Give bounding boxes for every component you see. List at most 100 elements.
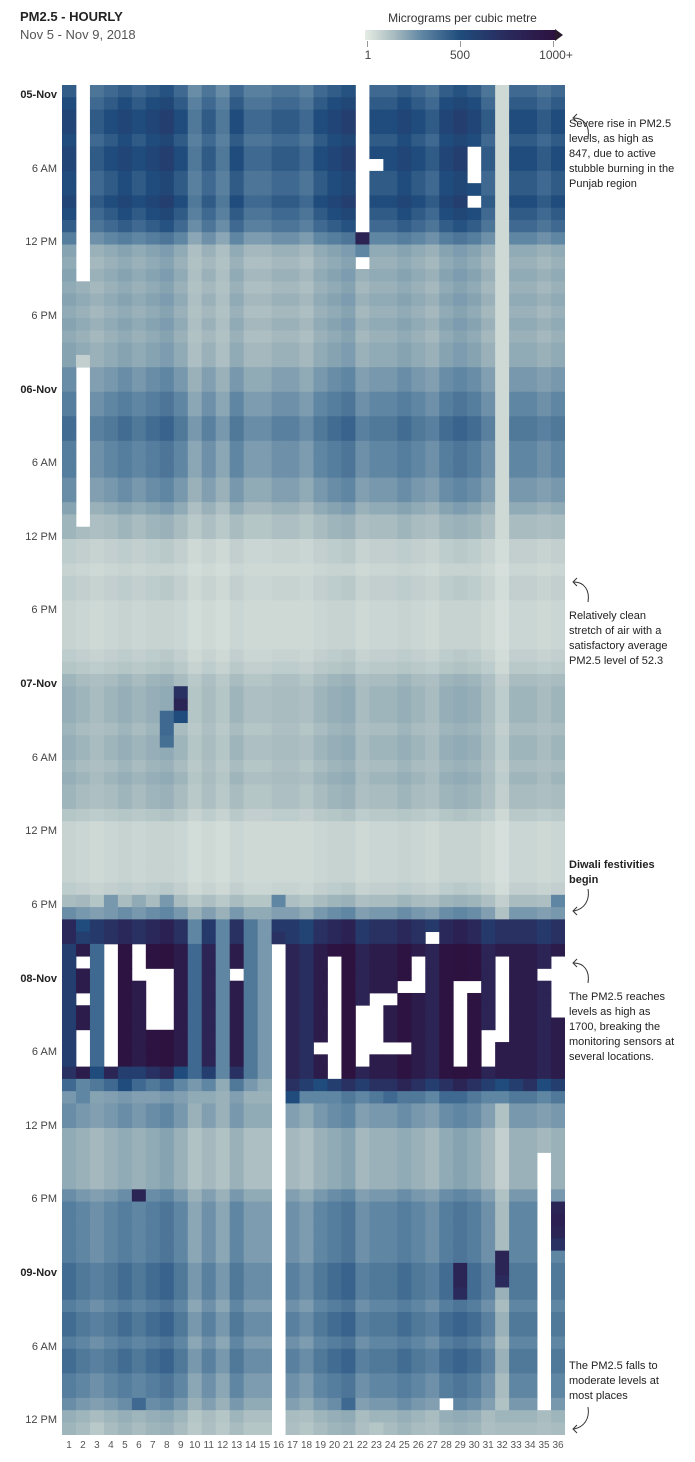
- heatmap-cell: [537, 882, 552, 896]
- heatmap-cell: [257, 1213, 272, 1227]
- heatmap-cell: [215, 465, 231, 479]
- heatmap-cell: [257, 808, 272, 822]
- heatmap-cell: [369, 1361, 384, 1374]
- heatmap-cell: [509, 391, 524, 405]
- heatmap-cell: [89, 146, 105, 160]
- heatmap-cell: [425, 428, 440, 442]
- heatmap-cell: [537, 97, 552, 110]
- heatmap-cell: [355, 404, 370, 417]
- heatmap-cell: [103, 416, 119, 429]
- heatmap-cell: [439, 134, 454, 147]
- heatmap-cell: [201, 1299, 217, 1313]
- heatmap-cell: [327, 293, 342, 307]
- heatmap-cell: [369, 772, 384, 785]
- heatmap-cell: [481, 784, 496, 798]
- heatmap-cell: [355, 1422, 370, 1435]
- heatmap-cell: [201, 367, 217, 380]
- heatmap-cell: [397, 1017, 412, 1031]
- heatmap-cell: [523, 1336, 538, 1350]
- heatmap-cell: [453, 1177, 468, 1190]
- heatmap-cell: [439, 281, 454, 294]
- heatmap-cell: [62, 109, 77, 123]
- heatmap-cell: [117, 821, 133, 834]
- heatmap-cell: [131, 293, 147, 307]
- heatmap-cell: [481, 379, 496, 393]
- heatmap-cell: [89, 1140, 105, 1153]
- heatmap-cell: [159, 404, 175, 417]
- heatmap-cell: [187, 980, 203, 994]
- heatmap-cell: [201, 1238, 217, 1252]
- heatmap-cell: [187, 747, 203, 761]
- heatmap-cell: [411, 453, 426, 466]
- heatmap-cell: [117, 673, 133, 687]
- heatmap-cell: [341, 637, 356, 650]
- heatmap-cell: [509, 453, 524, 466]
- heatmap-cell: [383, 1287, 398, 1301]
- heatmap-cell: [355, 305, 370, 319]
- heatmap-cell: [159, 232, 175, 245]
- heatmap-cell: [187, 526, 203, 540]
- heatmap-cell: [341, 1152, 356, 1166]
- heatmap-cell: [523, 146, 538, 160]
- heatmap-cell: [271, 354, 286, 368]
- heatmap-cell: [439, 158, 454, 172]
- heatmap-cell: [467, 1189, 482, 1202]
- heatmap-cell: [481, 1127, 496, 1141]
- heatmap-cell: [117, 1410, 133, 1423]
- heatmap-cell: [411, 465, 426, 479]
- heatmap-cell: [327, 1312, 342, 1325]
- heatmap-cell: [481, 305, 496, 319]
- heatmap-cell: [453, 1324, 468, 1337]
- heatmap-cell: [117, 1422, 133, 1435]
- heatmap-cell: [257, 1299, 272, 1313]
- legend-tick: [460, 41, 461, 47]
- heatmap-cell: [397, 870, 412, 883]
- heatmap-cell: [341, 1262, 356, 1276]
- heatmap-cell: [103, 747, 119, 761]
- heatmap-cell: [271, 416, 286, 429]
- x-tick-label: 26: [412, 1440, 424, 1451]
- heatmap-cell: [495, 121, 510, 135]
- heatmap-cell: [285, 968, 300, 982]
- heatmap-cell: [439, 980, 454, 994]
- heatmap-cell: [299, 772, 314, 785]
- heatmap-cell: [537, 870, 552, 883]
- heatmap-cell: [369, 1385, 384, 1399]
- heatmap-cell: [551, 489, 565, 503]
- x-tick-label: 35: [538, 1440, 550, 1451]
- heatmap-cell: [369, 649, 384, 663]
- heatmap-cell: [62, 845, 77, 859]
- annotation-stubble-burning: Severe rise in PM2.5 levels, as high as …: [569, 118, 675, 190]
- heatmap-cell: [481, 710, 496, 724]
- heatmap-cell: [495, 943, 510, 957]
- heatmap-cell: [439, 453, 454, 466]
- heatmap-cell: [537, 673, 552, 687]
- heatmap-cell: [215, 1005, 231, 1018]
- heatmap-cell: [215, 796, 231, 810]
- heatmap-cell: [411, 1373, 426, 1387]
- heatmap-cell: [271, 305, 286, 319]
- heatmap-cell: [229, 759, 245, 773]
- heatmap-cell: [495, 1299, 510, 1313]
- heatmap-cell: [117, 158, 133, 172]
- heatmap-cell: [285, 624, 300, 638]
- heatmap-cell: [397, 845, 412, 859]
- heatmap-cell: [537, 121, 552, 135]
- heatmap-cell: [173, 723, 189, 736]
- heatmap-cell: [103, 919, 119, 933]
- heatmap-cell: [509, 305, 524, 319]
- heatmap-cell: [411, 183, 426, 196]
- heatmap-cell: [75, 772, 91, 785]
- x-tick-label: 10: [189, 1440, 201, 1451]
- heatmap-cell: [495, 735, 510, 748]
- heatmap-cell: [215, 256, 231, 270]
- heatmap-cell: [103, 612, 119, 626]
- heatmap-cell: [439, 269, 454, 282]
- heatmap-cell: [425, 502, 440, 515]
- heatmap-cell: [495, 1324, 510, 1337]
- heatmap-cell: [173, 1078, 189, 1092]
- heatmap-cell: [187, 195, 203, 209]
- heatmap-cell: [355, 772, 370, 785]
- heatmap-cell: [481, 1275, 496, 1288]
- heatmap-cell: [75, 821, 91, 834]
